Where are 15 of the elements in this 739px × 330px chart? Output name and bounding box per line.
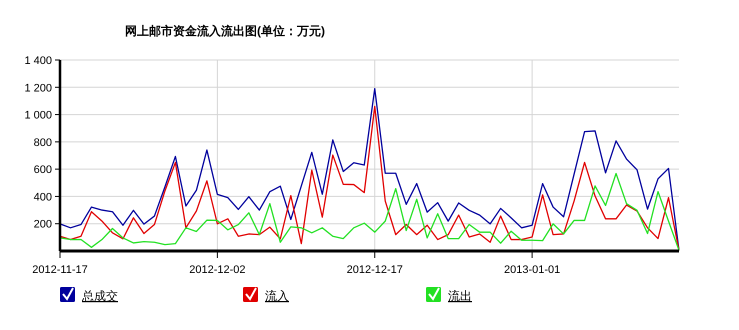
y-tick-label: 600 xyxy=(34,164,52,176)
y-tick-label: 1 400 xyxy=(24,55,52,67)
x-tick-label: 2012-12-02 xyxy=(189,264,246,276)
x-tick-label: 2012-11-17 xyxy=(32,264,88,276)
x-tick-label: 2013-01-01 xyxy=(504,264,560,276)
y-tick-label: 1 000 xyxy=(24,110,52,122)
chart-title: 网上邮市资金流入流出图(单位：万元) xyxy=(125,24,325,38)
y-tick-label: 400 xyxy=(34,191,52,204)
legend-label: 流入 xyxy=(265,289,289,303)
y-tick-label: 1 200 xyxy=(24,82,52,94)
y-tick-label: 200 xyxy=(34,218,52,231)
legend-label: 流出 xyxy=(448,289,472,303)
x-tick-label: 2012-12-17 xyxy=(346,264,403,276)
legend-label: 总成交 xyxy=(81,289,118,303)
y-tick-label: 800 xyxy=(34,136,52,149)
